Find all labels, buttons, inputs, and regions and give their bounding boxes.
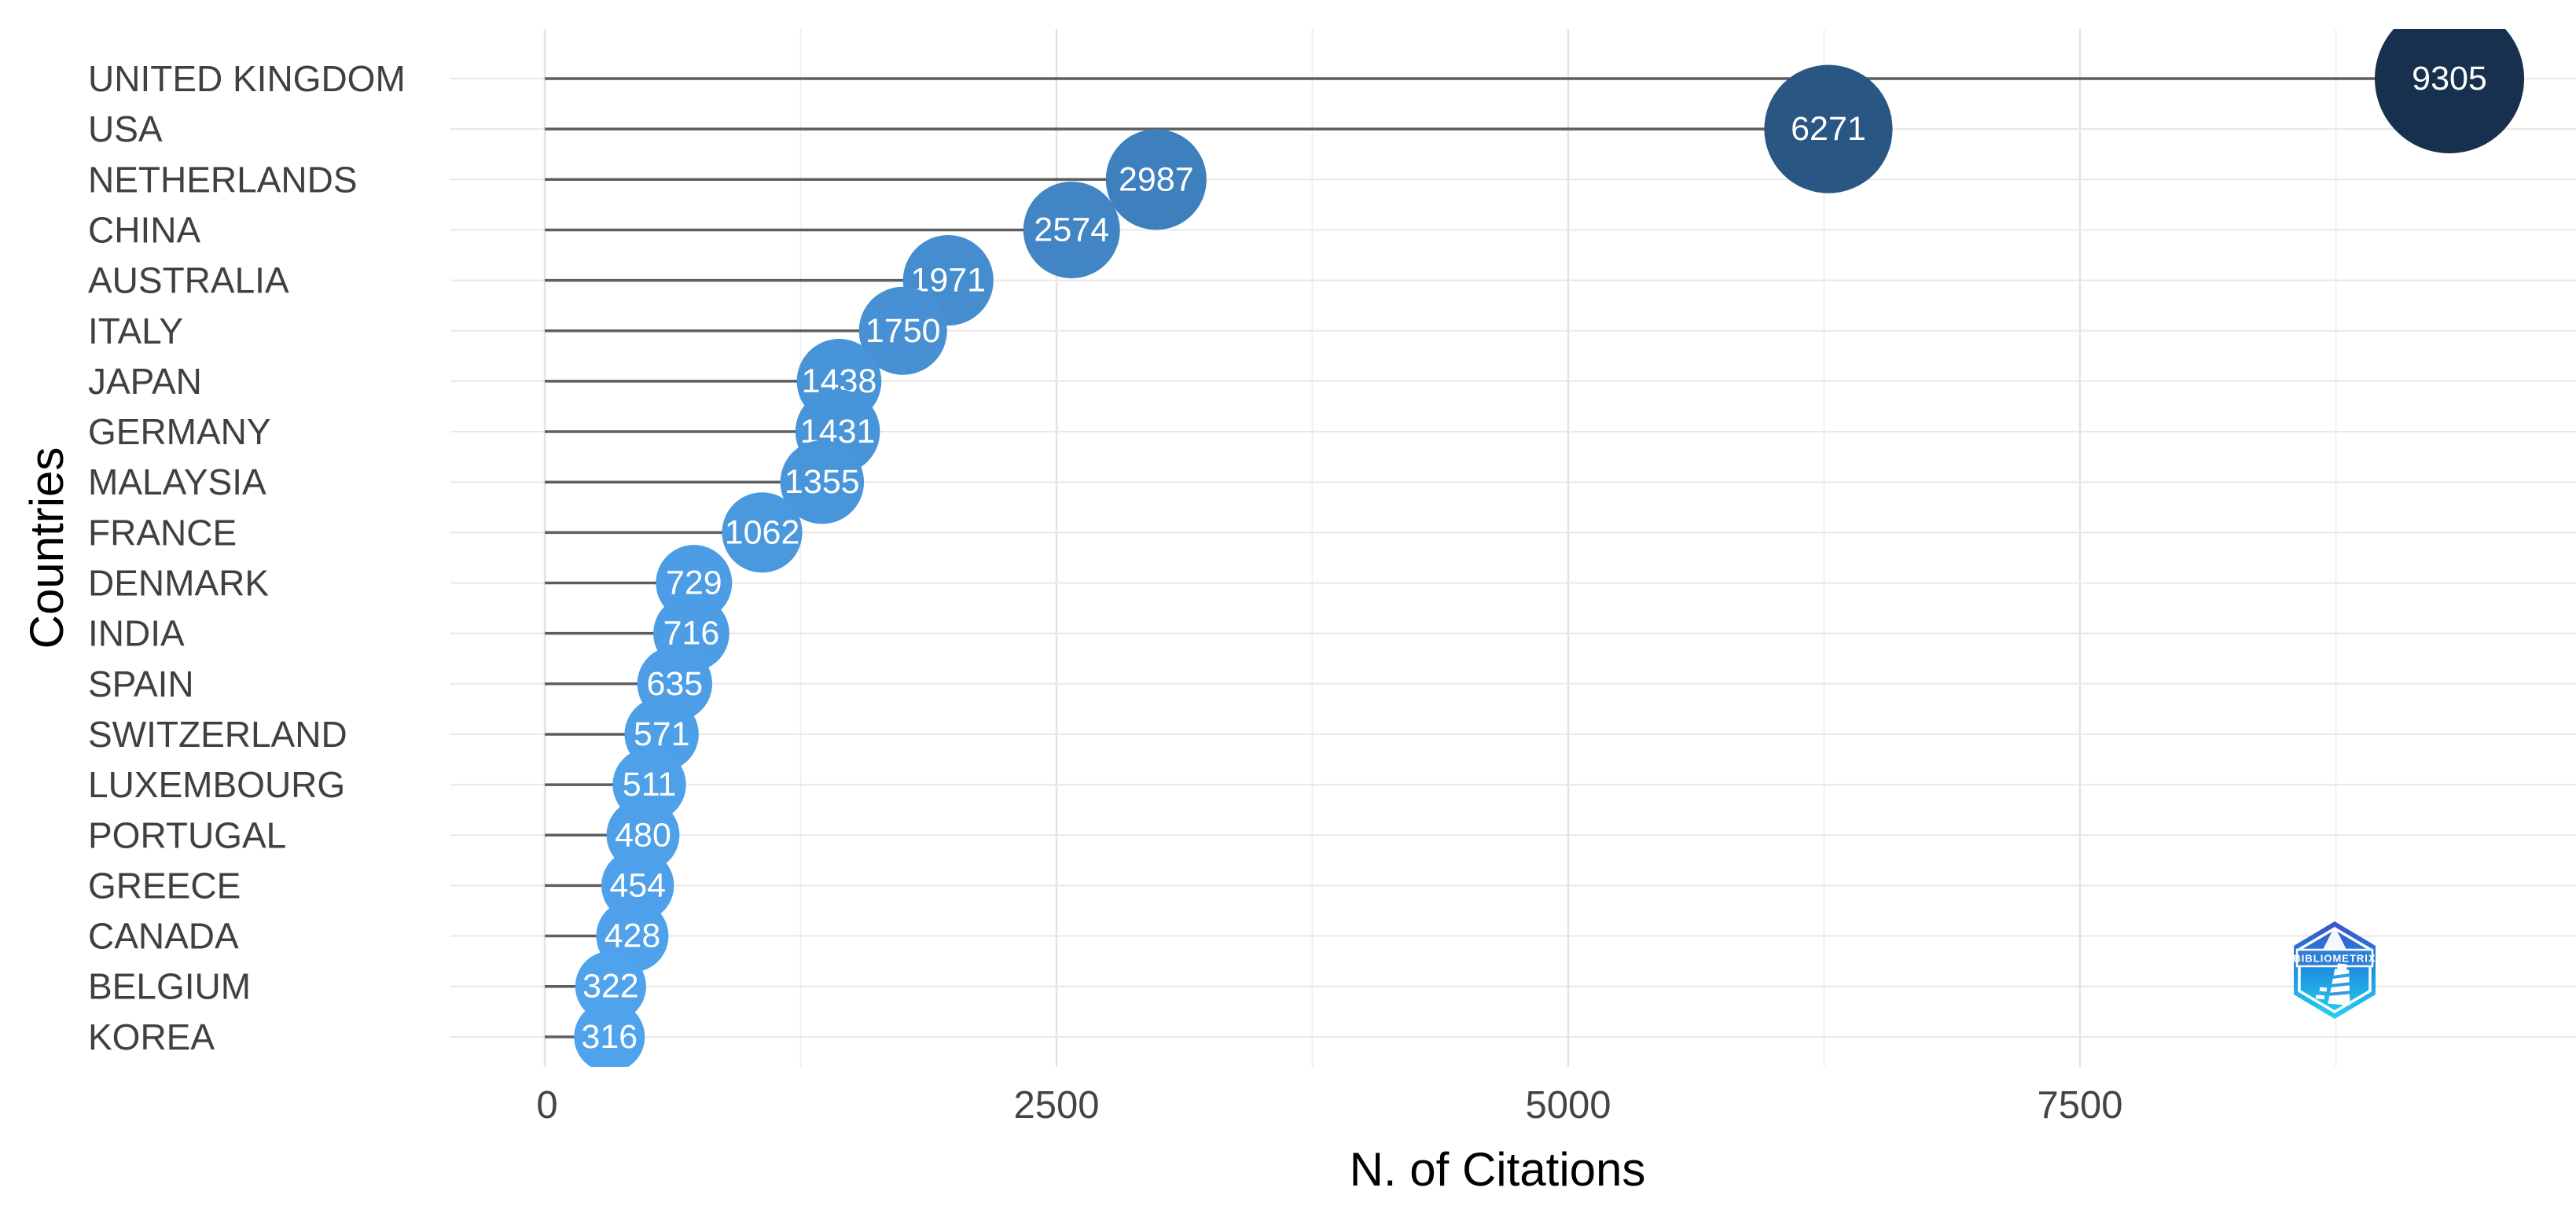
bubble bbox=[1023, 181, 1120, 278]
bibliometrix-logo: BIBLIOMETRIX bbox=[2293, 921, 2376, 1019]
country-label: CANADA bbox=[88, 916, 239, 957]
bubble-value-label: 571 bbox=[634, 715, 690, 753]
lighthouse-icon bbox=[2315, 963, 2351, 1006]
country-label: JAPAN bbox=[88, 361, 202, 402]
country-label: INDIA bbox=[88, 613, 185, 654]
bubble-value-label: 2987 bbox=[1119, 160, 1194, 198]
lollipop-bubbles: 9305627129872574197117501438143113551062… bbox=[574, 29, 2524, 1067]
country-label: FRANCE bbox=[88, 512, 237, 553]
country-label: CHINA bbox=[88, 209, 200, 250]
bubble-value-label: 1750 bbox=[865, 312, 941, 350]
country-label: GERMANY bbox=[88, 411, 271, 452]
country-label: NETHERLANDS bbox=[88, 159, 358, 200]
country-label: GREECE bbox=[88, 865, 241, 906]
x-tick-label: 7500 bbox=[2037, 1084, 2122, 1127]
bubble-value-label: 635 bbox=[646, 665, 703, 703]
country-label: SPAIN bbox=[88, 664, 194, 704]
country-label: SWITZERLAND bbox=[88, 714, 347, 755]
country-label: MALAYSIA bbox=[88, 461, 266, 502]
bubble-value-label: 6271 bbox=[1791, 110, 1866, 148]
x-tick-label: 5000 bbox=[1525, 1084, 1611, 1127]
country-label: BELGIUM bbox=[88, 966, 251, 1007]
bubble-value-label: 316 bbox=[581, 1018, 638, 1056]
bubble-value-label: 322 bbox=[582, 968, 639, 1006]
bubble-value-label: 480 bbox=[615, 816, 671, 854]
country-label: PORTUGAL bbox=[88, 814, 286, 855]
bubble-value-label: 2574 bbox=[1034, 211, 1109, 248]
logo-band-text: BIBLIOMETRIX bbox=[2293, 953, 2376, 965]
bubble bbox=[575, 950, 646, 1022]
bubble bbox=[780, 439, 865, 524]
country-axis-labels: UNITED KINGDOM USA NETHERLANDS CHINA AUSTRAL… bbox=[88, 58, 406, 1057]
bubble-value-label: 1355 bbox=[785, 463, 860, 501]
country-label: KOREA bbox=[88, 1017, 215, 1057]
country-label: AUSTRALIA bbox=[88, 260, 289, 301]
x-tick-labels: 0 2500 5000 7500 bbox=[536, 1084, 2122, 1127]
country-label: LUXEMBOURG bbox=[88, 764, 345, 805]
logo-beam-icon bbox=[2323, 926, 2346, 950]
x-axis-title: N. of Citations bbox=[1350, 1143, 1646, 1196]
bubble bbox=[574, 1001, 645, 1067]
bubble bbox=[1105, 129, 1207, 230]
bubble-value-label: 454 bbox=[609, 866, 666, 904]
country-label: UNITED KINGDOM bbox=[88, 58, 406, 99]
country-label: DENMARK bbox=[88, 563, 269, 604]
bubble-value-label: 9305 bbox=[2412, 60, 2487, 97]
bubble-value-label: 428 bbox=[604, 917, 661, 955]
bubble bbox=[722, 492, 803, 573]
country-label: ITALY bbox=[88, 311, 183, 351]
bubble bbox=[1764, 64, 1893, 193]
y-axis-title: Countries bbox=[20, 447, 73, 649]
logo-band bbox=[2295, 948, 2374, 968]
bubble-value-label: 511 bbox=[623, 766, 677, 803]
bubble-value-label: 716 bbox=[663, 615, 720, 653]
bubble-value-label: 1062 bbox=[725, 513, 800, 551]
country-label: USA bbox=[88, 108, 163, 149]
lollipop-stems bbox=[545, 77, 2450, 1039]
bubble bbox=[2375, 29, 2524, 153]
x-tick-label: 2500 bbox=[1013, 1084, 1099, 1127]
bubble bbox=[858, 286, 947, 375]
x-tick-label: 0 bbox=[536, 1084, 557, 1127]
